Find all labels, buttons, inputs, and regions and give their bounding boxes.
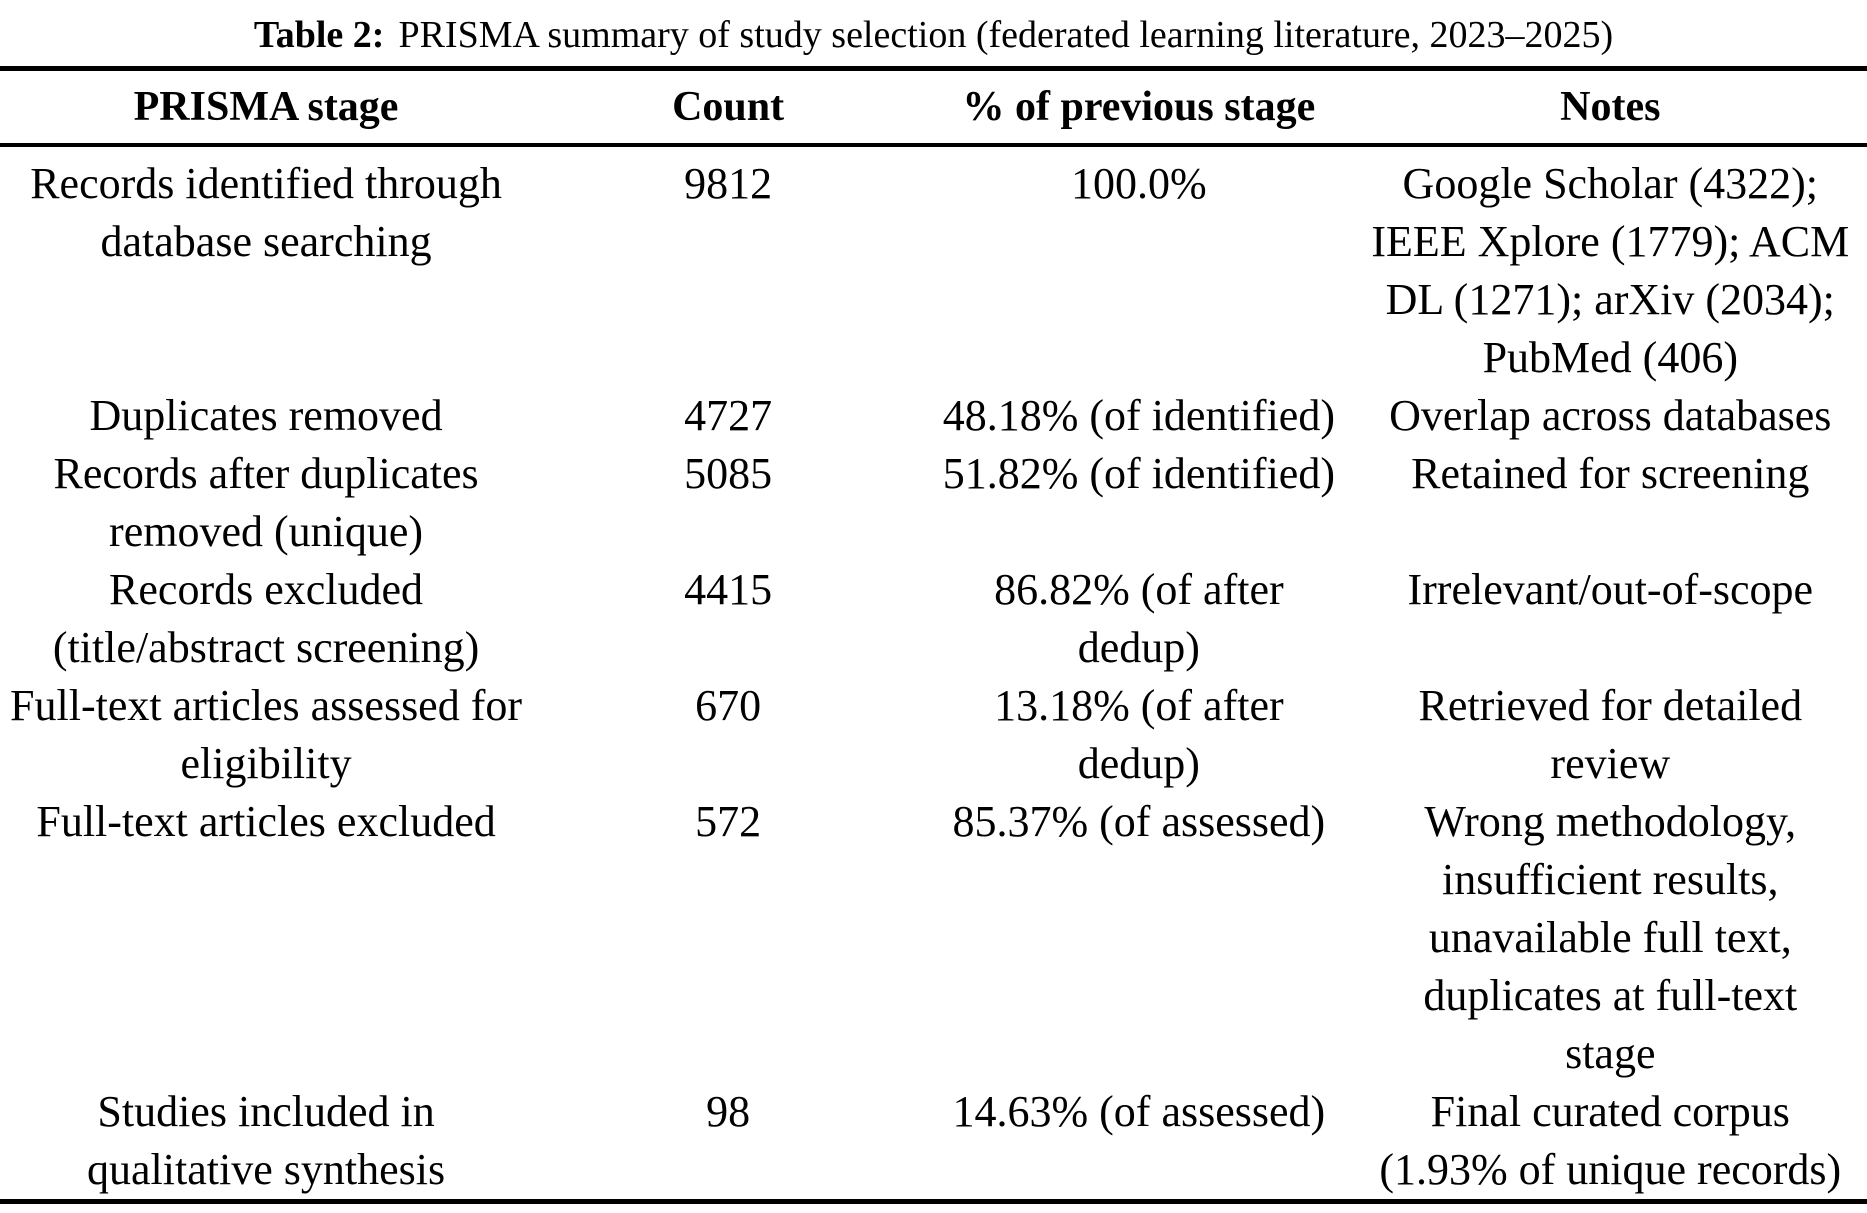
table-header-row: PRISMA stage Count % of previous stage N… bbox=[0, 68, 1867, 147]
table-row: Duplicates removed 4727 48.18% (of ident… bbox=[0, 387, 1867, 445]
table-row: Records identified through database sear… bbox=[0, 145, 1867, 387]
table-row: Full-text articles assessed for eligibil… bbox=[0, 677, 1867, 793]
cell-notes: Wrong methodology, insufficient results,… bbox=[1423, 797, 1798, 1078]
cell-notes: Retrieved for detailed review bbox=[1418, 681, 1803, 788]
cell-pct: 51.82% (of identified) bbox=[942, 449, 1335, 498]
cell-count: 9812 bbox=[684, 159, 773, 208]
table-row: Records after duplicates removed (unique… bbox=[0, 445, 1867, 561]
column-header-pct: % of previous stage bbox=[924, 68, 1354, 147]
cell-notes: Retained for screening bbox=[1411, 449, 1810, 498]
cell-notes: Final curated corpus (1.93% of unique re… bbox=[1379, 1087, 1842, 1194]
cell-stage: Records after duplicates removed (unique… bbox=[53, 449, 479, 556]
cell-pct: 85.37% (of assessed) bbox=[952, 797, 1326, 846]
caption-text: PRISMA summary of study selection (feder… bbox=[398, 14, 1614, 56]
cell-pct: 48.18% (of identified) bbox=[942, 391, 1335, 440]
column-header-count: Count bbox=[532, 68, 925, 147]
cell-stage: Studies included in qualitative synthesi… bbox=[87, 1087, 446, 1194]
cell-pct: 14.63% (of assessed) bbox=[952, 1087, 1326, 1136]
column-header-stage: PRISMA stage bbox=[0, 68, 533, 147]
cell-pct: 13.18% (of after dedup) bbox=[994, 681, 1284, 788]
caption-label: Table 2: bbox=[253, 14, 385, 56]
table-caption: Table 2: PRISMA summary of study selectio… bbox=[0, 0, 1867, 66]
table-row: Full-text articles excluded 572 85.37% (… bbox=[0, 793, 1867, 1083]
cell-count: 98 bbox=[706, 1087, 751, 1136]
cell-stage: Records identified through database sear… bbox=[30, 159, 502, 266]
cell-stage: Full-text articles assessed for eligibil… bbox=[10, 681, 523, 788]
cell-count: 4727 bbox=[684, 391, 773, 440]
prisma-table: PRISMA stage Count % of previous stage N… bbox=[0, 66, 1867, 1204]
cell-count: 572 bbox=[695, 797, 762, 846]
table-row: Studies included in qualitative synthesi… bbox=[0, 1083, 1867, 1202]
column-header-notes: Notes bbox=[1353, 68, 1867, 147]
table-row: Records excluded (title/abstract screeni… bbox=[0, 561, 1867, 677]
cell-notes: Google Scholar (4322); IEEE Xplore (1779… bbox=[1371, 159, 1850, 382]
cell-pct: 86.82% (of after dedup) bbox=[994, 565, 1284, 672]
cell-notes: Overlap across databases bbox=[1389, 391, 1832, 440]
cell-pct: 100.0% bbox=[1071, 159, 1207, 208]
cell-stage: Records excluded (title/abstract screeni… bbox=[52, 565, 480, 672]
cell-notes: Irrelevant/out-of-scope bbox=[1407, 565, 1814, 614]
cell-stage: Full-text articles excluded bbox=[36, 797, 496, 846]
cell-count: 670 bbox=[695, 681, 762, 730]
cell-count: 5085 bbox=[684, 449, 773, 498]
cell-stage: Duplicates removed bbox=[89, 391, 443, 440]
cell-count: 4415 bbox=[684, 565, 773, 614]
